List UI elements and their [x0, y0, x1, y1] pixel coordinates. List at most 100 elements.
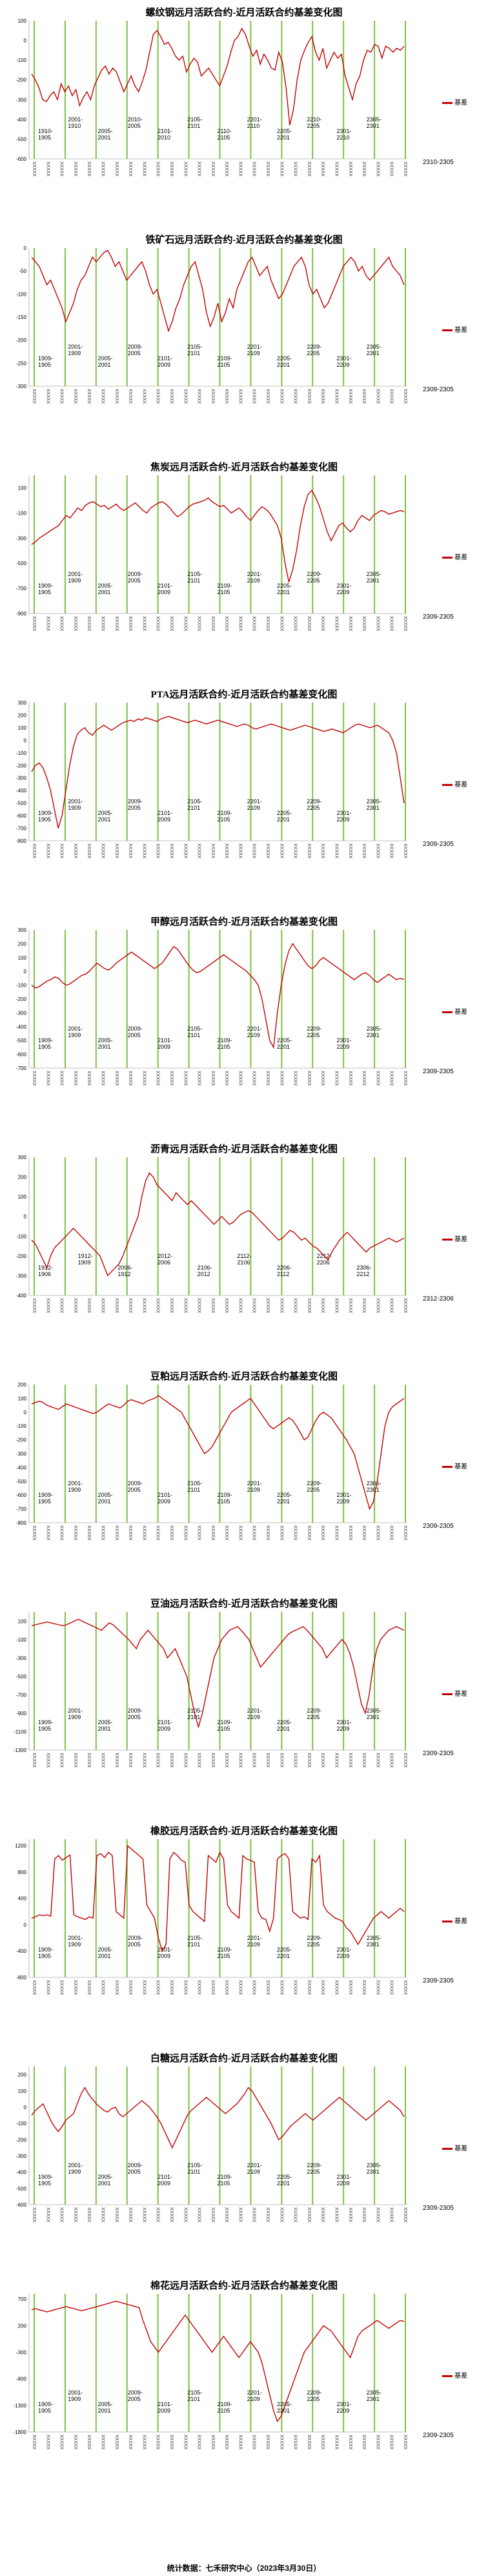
x-tick-label: XXXXX — [128, 1980, 132, 1995]
x-tick-label: XXXXX — [114, 1525, 119, 1541]
contract-label: 2005- — [98, 355, 113, 362]
contract-label: 2109 — [247, 805, 260, 811]
x-tick-label: XXXXX — [375, 389, 380, 404]
y-tick-label: 0 — [24, 245, 27, 251]
x-tick-label: XXXXX — [307, 1298, 311, 1314]
contract-label: 2301 — [367, 1032, 380, 1038]
contract-label: 2101- — [158, 2174, 172, 2180]
contract-label: 2010- — [128, 116, 143, 123]
contract-label: 1910- — [38, 128, 53, 134]
contract-label: 2005 — [128, 1714, 141, 1720]
x-tick-label: XXXXX — [114, 1071, 119, 1086]
contract-label: 2209- — [307, 1707, 321, 1714]
y-tick-label: -400 — [16, 1024, 27, 1030]
contract-label: 2210 — [337, 134, 350, 141]
x-tick-label: XXXXX — [86, 161, 91, 177]
legend-label: 基差 — [454, 554, 467, 561]
x-tick-label: XXXXX — [279, 161, 283, 177]
x-tick-label: XXXXX — [32, 616, 36, 632]
legend: 基差 — [442, 1233, 467, 1243]
legend: 基差 — [442, 2143, 467, 2152]
x-tick-label: XXXXX — [348, 843, 352, 859]
x-tick-label: XXXXX — [307, 1071, 311, 1086]
contract-label: 2201- — [247, 2162, 262, 2169]
basis-series-line — [31, 27, 405, 126]
chart-title: PTA远月活跃合约-近月活跃合约基差变化图 — [150, 690, 338, 700]
x-tick-label: XXXXX — [156, 389, 160, 404]
x-tick-label: XXXXX — [45, 1525, 50, 1541]
x-tick-label: XXXXX — [156, 1980, 160, 1995]
contract-label: 2109 — [247, 1941, 260, 1948]
x-tick-label: XXXXX — [348, 1980, 352, 1995]
x-tick-label: XXXXX — [403, 1298, 407, 1314]
contract-label: 2205 — [307, 2169, 320, 2175]
x-tick-label: XXXXX — [128, 2207, 132, 2223]
x-tick-label: XXXXX — [183, 161, 187, 177]
legend-label: 基差 — [454, 1463, 467, 1470]
contract-label: 2009 — [158, 1953, 170, 1959]
x-tick-label: XXXXX — [224, 2207, 229, 2223]
contract-label: 2105 — [218, 2407, 230, 2414]
contract-label: 2305- — [367, 1707, 381, 1714]
x-tick-label: XXXXX — [59, 1980, 64, 1995]
x-tick-label: XXXXX — [169, 389, 174, 404]
legend-swatch — [442, 556, 452, 559]
x-tick-label: XXXXX — [114, 389, 119, 404]
x-tick-label: XXXXX — [361, 843, 366, 859]
y-tick-label: 200 — [18, 2072, 27, 2078]
y-tick-label: -500 — [16, 561, 27, 566]
contract-label: 2101 — [187, 2169, 200, 2175]
current-pair-label: 2312-2306 — [423, 1295, 454, 1303]
y-tick-label: 300 — [18, 700, 27, 706]
basis-series-line — [31, 2087, 405, 2149]
x-tick-label: XXXXX — [252, 2435, 256, 2450]
x-tick-label: XXXXX — [59, 1071, 64, 1086]
y-tick-label: 700 — [18, 2296, 27, 2302]
x-tick-label: XXXXX — [348, 2207, 352, 2223]
y-tick-label: -200 — [16, 996, 27, 1002]
contract-label: 2201 — [277, 1726, 290, 1732]
x-tick-label: XXXXX — [100, 2435, 105, 2450]
legend-swatch — [442, 1920, 452, 1922]
contract-label: 2109 — [247, 1487, 260, 1493]
current-pair-label: 2309-2305 — [423, 1750, 454, 1757]
x-tick-label: XXXXX — [128, 2435, 132, 2450]
contract-label: 2101- — [158, 2401, 172, 2407]
x-tick-label: XXXXX — [32, 1298, 36, 1314]
contract-label: 2012- — [158, 1253, 172, 1259]
x-tick-label: XXXXX — [238, 1525, 242, 1541]
x-tick-label: XXXXX — [114, 843, 119, 859]
y-tick-label: -100 — [16, 1233, 27, 1239]
y-tick-label: 0 — [24, 2105, 27, 2110]
x-tick-label: XXXXX — [238, 2207, 242, 2223]
contract-label: 2009- — [128, 1025, 143, 1032]
x-tick-label: XXXXX — [73, 1525, 77, 1541]
y-tick-label: -100 — [16, 983, 27, 989]
contract-label: 2305- — [367, 344, 381, 350]
x-tick-label: XXXXX — [320, 389, 325, 404]
x-tick-label: XXXXX — [141, 616, 146, 632]
y-tick-label: 100 — [18, 2088, 27, 2094]
basis-series-line — [31, 2300, 405, 2422]
x-tick-label: XXXXX — [238, 1071, 242, 1086]
x-tick-label: XXXXX — [252, 1071, 256, 1086]
contract-label: 2205- — [277, 2401, 292, 2407]
x-tick-label: XXXXX — [73, 1298, 77, 1314]
x-tick-label: XXXXX — [86, 389, 91, 404]
contract-label: 2206 — [317, 1259, 330, 1266]
y-tick-label: -800 — [16, 1975, 27, 1981]
contract-label: 2005- — [98, 1492, 113, 1498]
y-tick-label: -1100 — [14, 1729, 26, 1735]
contract-label: 2106- — [198, 1264, 212, 1271]
contract-label: 2109- — [218, 1492, 232, 1498]
x-tick-label: XXXXX — [183, 2435, 187, 2450]
x-tick-label: XXXXX — [86, 1071, 91, 1086]
legend-swatch — [442, 101, 452, 104]
x-tick-label: XXXXX — [114, 2207, 119, 2223]
x-tick-label: XXXXX — [156, 843, 160, 859]
x-tick-label: XXXXX — [279, 2435, 283, 2450]
chart-panel: 200 100 0 -100 -200 -300 -400 -500 -600 -700 -800 1… — [0, 1366, 488, 1594]
x-tick-label: XXXXX — [183, 389, 187, 404]
x-tick-label: XXXXX — [59, 1525, 64, 1541]
x-tick-label: XXXXX — [348, 1753, 352, 1768]
